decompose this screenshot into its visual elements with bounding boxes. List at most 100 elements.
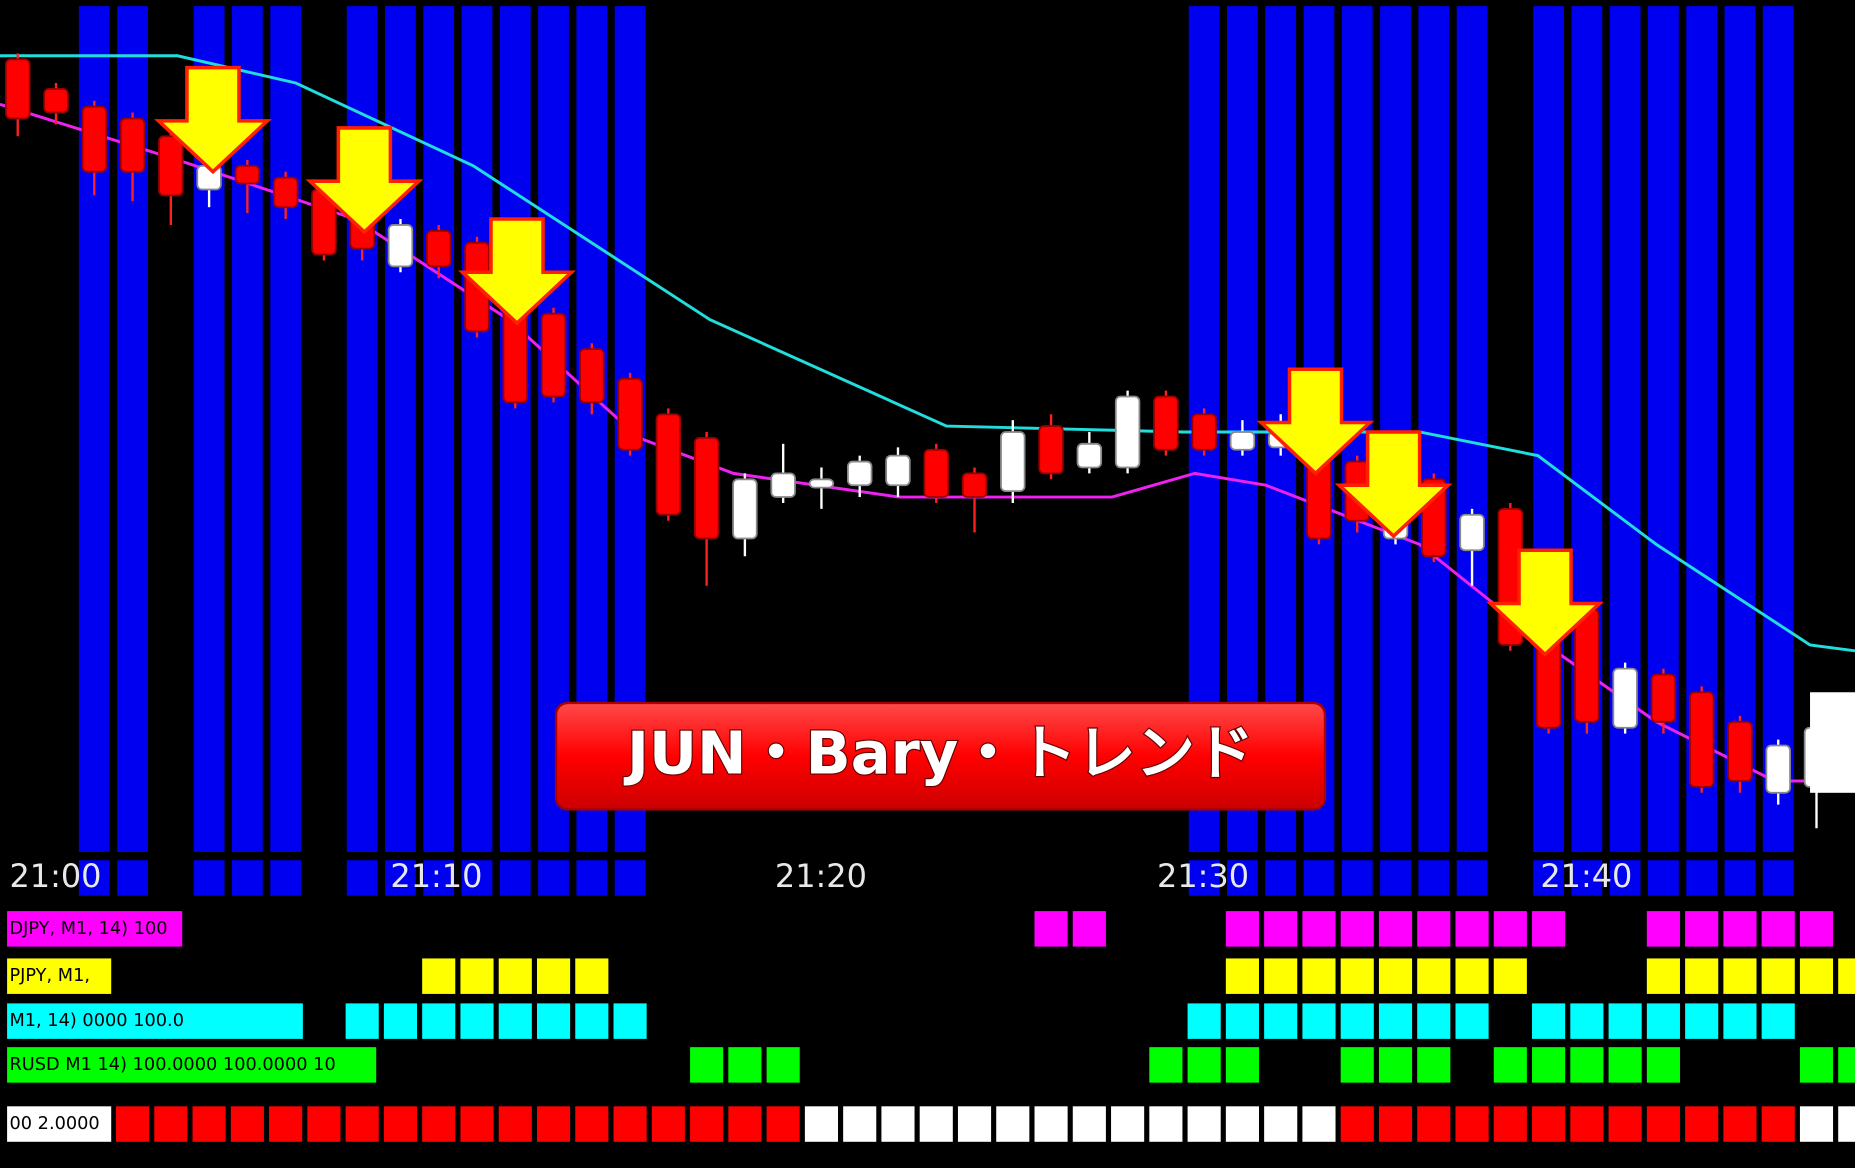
indicator-cell xyxy=(1685,958,1719,994)
candle-body xyxy=(1650,673,1677,723)
session-column xyxy=(231,860,263,896)
session-column xyxy=(423,860,455,896)
candle-body xyxy=(1000,431,1026,493)
session-column xyxy=(1648,860,1679,896)
indicator-cell xyxy=(1149,1047,1183,1083)
candle-body xyxy=(1114,395,1141,469)
session-column xyxy=(270,6,302,852)
indicator-cell xyxy=(1570,1106,1604,1142)
candle-body xyxy=(961,472,988,498)
candle-body xyxy=(579,348,605,404)
session-column xyxy=(1380,860,1411,896)
session-column xyxy=(78,860,110,896)
session-column xyxy=(117,860,148,896)
indicator-cell xyxy=(1761,1106,1795,1142)
time-label: 21:30 xyxy=(1157,857,1249,895)
indicator-cell xyxy=(1340,911,1374,947)
indicator-cell xyxy=(1761,911,1795,947)
indicator-cell xyxy=(1225,1106,1259,1142)
indicator-cell xyxy=(1225,958,1259,994)
indicator-cell xyxy=(1417,1106,1451,1142)
banner-text: JUN・Bary・トレンド xyxy=(623,718,1254,787)
indicator-cell xyxy=(1761,958,1795,994)
time-label: 21:00 xyxy=(9,857,101,895)
indicator-cell xyxy=(536,1003,571,1039)
candle-body xyxy=(1076,442,1103,469)
indicator-cell xyxy=(460,1106,494,1142)
candle-body xyxy=(158,135,184,197)
session-column xyxy=(1418,6,1450,852)
indicator-cell xyxy=(498,958,532,994)
indicator-cell xyxy=(1646,911,1680,947)
candle-body xyxy=(617,377,643,451)
indicator-cell xyxy=(613,1003,647,1039)
candle-body xyxy=(1574,608,1600,723)
indicator-cell xyxy=(1417,1047,1451,1083)
indicator-label-bg xyxy=(7,1003,303,1039)
indicator-cell xyxy=(1608,1003,1642,1039)
session-column xyxy=(538,860,569,896)
indicator-cell xyxy=(1723,911,1757,947)
indicator-cell xyxy=(154,1106,188,1142)
indicator-cell xyxy=(575,958,609,994)
indicator-label-bg xyxy=(7,1047,377,1083)
indicator-cell xyxy=(498,1003,532,1039)
indicator-cell xyxy=(1225,1047,1259,1083)
indicator-cell xyxy=(957,1106,992,1142)
time-label: 21:40 xyxy=(1540,857,1632,895)
indicator-cell xyxy=(1532,1106,1566,1142)
session-column xyxy=(499,860,531,896)
indicator-cell xyxy=(460,1003,494,1039)
indicator-cell xyxy=(1455,1003,1489,1039)
session-column xyxy=(1380,6,1411,852)
signal-arrow xyxy=(1334,430,1453,539)
indicator-cell xyxy=(1340,1003,1374,1039)
indicator-cell xyxy=(728,1047,762,1083)
indicator-cell xyxy=(1225,911,1259,947)
indicator-cell xyxy=(613,1106,647,1142)
indicator-cell xyxy=(345,1106,379,1142)
candle-body xyxy=(885,454,911,487)
candle-body xyxy=(1191,413,1217,451)
candle-body xyxy=(1727,720,1753,782)
session-column xyxy=(346,860,378,896)
session-column xyxy=(1265,860,1297,896)
session-column xyxy=(1571,860,1603,896)
indicator-cell xyxy=(1799,958,1834,994)
candle-body xyxy=(1229,431,1256,451)
candle-body xyxy=(655,413,682,516)
indicator-cell xyxy=(1187,1003,1221,1039)
indicator-cell xyxy=(1417,1003,1451,1039)
indicator-cell xyxy=(1378,911,1413,947)
indicator-cell xyxy=(1723,1106,1757,1142)
indicator-cell xyxy=(1455,958,1489,994)
indicator-cell xyxy=(115,1106,150,1142)
indicator-cell xyxy=(1111,1106,1145,1142)
indicator-cell xyxy=(766,1047,800,1083)
indicator-cell xyxy=(1493,911,1527,947)
indicator-cell xyxy=(766,1106,800,1142)
indicator-cell xyxy=(307,1106,341,1142)
session-column xyxy=(385,860,416,896)
indicator-cell xyxy=(1302,1003,1336,1039)
session-column xyxy=(614,860,646,896)
candle-body xyxy=(732,478,758,540)
indicator-cell xyxy=(843,1106,877,1142)
session-column xyxy=(1762,6,1794,852)
indicator-cell xyxy=(728,1106,762,1142)
session-column xyxy=(461,860,493,896)
indicator-cell xyxy=(1225,1003,1259,1039)
indicator-cell xyxy=(1034,911,1068,947)
candle-body xyxy=(1810,692,1855,793)
session-column xyxy=(1456,860,1488,896)
indicator-cell xyxy=(1570,1003,1604,1039)
candle-body xyxy=(1688,691,1715,788)
indicator-cell xyxy=(422,958,456,994)
session-column xyxy=(461,6,493,852)
candle-body xyxy=(540,312,567,398)
indicator-cell xyxy=(1378,1106,1413,1142)
indicator-cell xyxy=(1302,1106,1336,1142)
candle-body xyxy=(43,88,69,114)
signal-arrow xyxy=(305,126,424,235)
time-label: 21:10 xyxy=(390,857,482,895)
